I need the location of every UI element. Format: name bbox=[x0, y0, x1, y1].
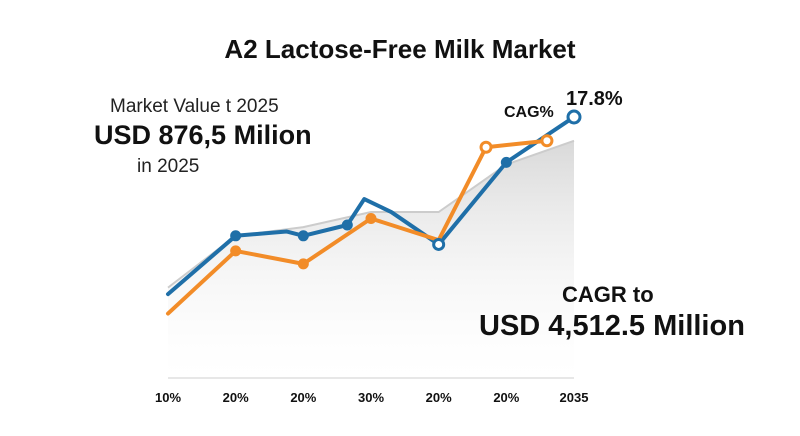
data-point bbox=[566, 109, 582, 125]
data-point bbox=[297, 258, 309, 270]
data-point bbox=[500, 156, 512, 168]
data-point bbox=[230, 245, 242, 257]
data-point bbox=[230, 230, 242, 242]
x-tick-label: 20% bbox=[290, 390, 316, 405]
data-point bbox=[540, 134, 554, 148]
market-value-label: Market Value t 2025 bbox=[110, 96, 279, 117]
x-tick-label: 10% bbox=[155, 390, 181, 405]
data-point bbox=[365, 213, 377, 225]
end-value-label: USD 4,512.5 Million bbox=[479, 310, 745, 342]
x-tick-label: 2035 bbox=[560, 390, 589, 405]
series-line-1 bbox=[166, 115, 576, 297]
x-tick-label: 20% bbox=[493, 390, 519, 405]
market-value-amount: USD 876,5 Milion bbox=[94, 120, 312, 150]
x-tick-label: 20% bbox=[426, 390, 452, 405]
data-point bbox=[432, 237, 446, 251]
x-tick-label: 20% bbox=[223, 390, 249, 405]
market-value-year: in 2025 bbox=[137, 156, 200, 177]
data-point bbox=[341, 219, 353, 231]
cagr-tag-label: CAG% bbox=[504, 104, 554, 121]
cagr-to-label: CAGR to bbox=[562, 282, 654, 307]
cagr-percent-label: 17.8% bbox=[566, 88, 623, 110]
x-tick-label: 30% bbox=[358, 390, 384, 405]
data-point bbox=[297, 230, 309, 242]
data-point bbox=[479, 140, 493, 154]
shaded-area bbox=[168, 140, 574, 378]
chart-title: A2 Lactose-Free Milk Market bbox=[224, 34, 576, 64]
